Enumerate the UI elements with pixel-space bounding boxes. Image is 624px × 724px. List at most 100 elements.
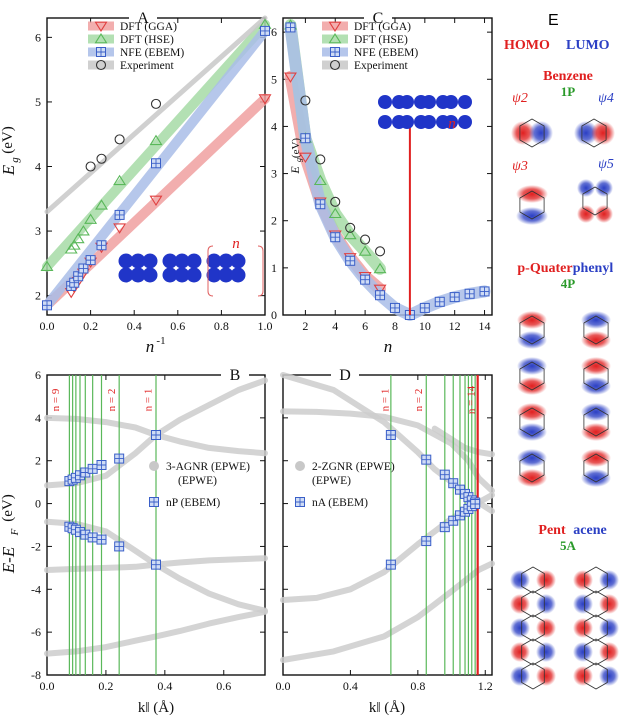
orbital-lobe bbox=[573, 642, 593, 662]
legend-label-d: 2-ZGNR (EPWE) bbox=[312, 461, 395, 473]
data-point-cross bbox=[88, 464, 98, 474]
pentacene-ring-lumo bbox=[584, 590, 608, 618]
orbital-lobe bbox=[517, 423, 547, 441]
x-tick-label-B: 0.6 bbox=[216, 679, 231, 693]
y-axis-label-a: E bbox=[0, 164, 18, 176]
inset-atom bbox=[118, 267, 134, 283]
orbital-lobe bbox=[510, 570, 530, 590]
data-point bbox=[40, 260, 54, 271]
inset-atom bbox=[218, 267, 234, 283]
orbital-lobe bbox=[599, 594, 619, 614]
legend-label-b2: (EPWE) bbox=[178, 475, 217, 487]
data-point bbox=[114, 453, 125, 464]
orbital-lobe bbox=[536, 570, 556, 590]
data-point bbox=[67, 239, 81, 250]
data-point bbox=[375, 290, 386, 301]
orbital-lobe bbox=[536, 642, 556, 662]
section-sub-5a: 5A bbox=[560, 538, 577, 553]
data-point-cross bbox=[151, 430, 161, 440]
orbital-lobe bbox=[581, 377, 611, 395]
legend-label: DFT (HSE) bbox=[354, 34, 408, 46]
y-axis-sub-c: g bbox=[294, 158, 303, 162]
x-tick-label-C: 10 bbox=[419, 319, 431, 333]
y-tick-label-B: -6 bbox=[31, 625, 41, 639]
data-point-cross bbox=[260, 26, 270, 36]
legend-label-b: 3-AGNR (EPWE) bbox=[166, 461, 250, 473]
legend-label-d3: nA (EBEM) bbox=[312, 497, 368, 509]
y-axis-unit-c: (eV) bbox=[290, 138, 302, 158]
data-point-cross bbox=[151, 560, 161, 570]
orbital-lobe bbox=[574, 121, 598, 145]
data-point bbox=[78, 263, 89, 274]
data-point-cross bbox=[448, 478, 458, 488]
data-point bbox=[345, 222, 356, 233]
x-tick-label-C: 12 bbox=[449, 319, 461, 333]
data-point bbox=[149, 134, 163, 146]
y-tick-label-B: 2 bbox=[35, 454, 41, 468]
inset-atom bbox=[174, 267, 190, 283]
data-point-cross bbox=[465, 289, 475, 299]
data-point bbox=[330, 196, 341, 207]
orbital-lobe bbox=[510, 594, 530, 614]
x-tick-label-A: 0.2 bbox=[83, 319, 98, 333]
data-point-cross bbox=[440, 522, 450, 532]
panel-label-bg-B bbox=[221, 367, 249, 383]
data-point bbox=[71, 232, 85, 244]
legend-label: DFT (GGA) bbox=[120, 21, 177, 33]
psi-4: ψ4 bbox=[598, 91, 614, 106]
data-point bbox=[448, 515, 459, 526]
inset-atom bbox=[422, 115, 436, 129]
orbital-lobe bbox=[581, 331, 611, 349]
y-tick-label-A: 4 bbox=[35, 160, 41, 174]
data-point-cross bbox=[421, 455, 431, 465]
orbital-lobe bbox=[573, 666, 593, 686]
y-tick-label-B: 6 bbox=[35, 368, 41, 382]
data-point bbox=[358, 245, 372, 256]
vline-label-b: n = 9 bbox=[50, 388, 62, 411]
data-point bbox=[328, 207, 342, 219]
y-tick-label-B: 4 bbox=[35, 411, 41, 425]
data-point bbox=[298, 152, 312, 164]
data-point bbox=[330, 232, 341, 243]
inset-atom bbox=[422, 95, 436, 109]
quaterphenyl-ring-lumo bbox=[583, 453, 609, 483]
x-axis-label-c: n bbox=[384, 337, 393, 356]
y-tick-label-A: 3 bbox=[35, 224, 41, 238]
orbital-lobe bbox=[599, 570, 619, 590]
quaterphenyl-ring-lumo bbox=[583, 315, 609, 345]
x-tick-label-A: 1.0 bbox=[258, 319, 273, 333]
legend-marker bbox=[94, 21, 108, 32]
panel-label-A: A bbox=[137, 10, 149, 27]
benzene-ring-psi5 bbox=[582, 186, 608, 216]
y-tick-label-C: 5 bbox=[271, 72, 277, 86]
data-point bbox=[113, 174, 127, 186]
inset-atom bbox=[444, 115, 458, 129]
inset-molecule-c bbox=[378, 95, 472, 129]
data-point bbox=[114, 134, 125, 145]
data-point bbox=[96, 460, 107, 470]
band-curve-d bbox=[280, 560, 495, 663]
data-point bbox=[343, 228, 357, 240]
pentacene-ring-homo bbox=[521, 662, 545, 690]
orbital-lobe bbox=[595, 205, 613, 223]
legend-marker-b-cross bbox=[149, 497, 159, 507]
inset-atom bbox=[378, 115, 392, 129]
orbital-lobe bbox=[581, 311, 611, 329]
y-tick-label-C: 0 bbox=[271, 308, 277, 322]
data-point-cross bbox=[73, 271, 83, 281]
inset-atom bbox=[130, 267, 146, 283]
data-point-cross bbox=[78, 264, 88, 274]
pentacene-ring-lumo bbox=[584, 662, 608, 690]
panel-label-bg-D bbox=[331, 367, 359, 383]
psi-2: ψ2 bbox=[512, 91, 528, 106]
vline-label-d: n = 14 bbox=[465, 385, 477, 414]
inset-atom bbox=[206, 253, 222, 269]
orbital-lobe bbox=[581, 403, 611, 421]
x-tick-label-C: 14 bbox=[479, 319, 491, 333]
legend-dot-b bbox=[149, 461, 159, 471]
orbital-lobe bbox=[573, 618, 593, 638]
quaterphenyl-ring-lumo bbox=[583, 407, 609, 437]
data-point bbox=[87, 532, 98, 543]
data-point bbox=[373, 262, 387, 274]
y-axis-label-b: E-E bbox=[0, 546, 18, 574]
